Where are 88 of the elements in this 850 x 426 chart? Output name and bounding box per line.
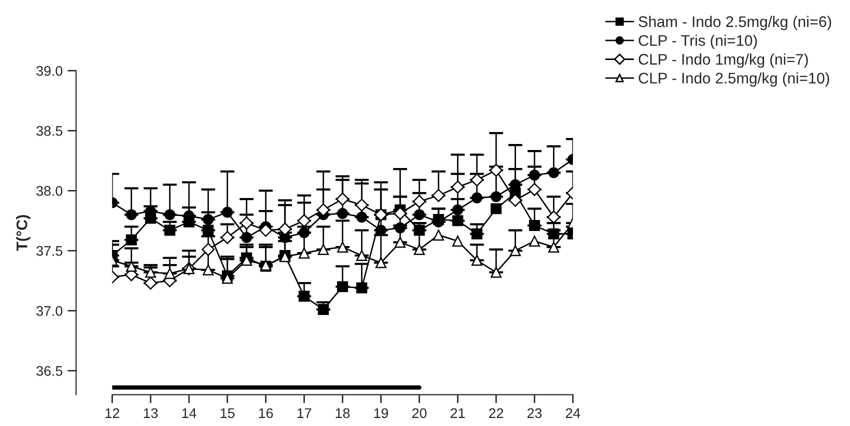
point: [298, 227, 310, 238]
y-tick-label: 38.0: [36, 186, 62, 196]
point: [164, 224, 176, 236]
point: [529, 170, 540, 181]
y-tick-label: 38.5: [36, 126, 62, 136]
y-axis-title: T(°C): [16, 215, 30, 251]
x-tick-label: 20: [412, 408, 427, 418]
point: [336, 192, 350, 206]
x-tick-label: 24: [566, 408, 580, 418]
x-tick-label: 16: [259, 408, 273, 418]
point: [529, 236, 540, 247]
point: [414, 244, 425, 255]
x-tick-label: 13: [144, 408, 158, 418]
point: [144, 276, 158, 290]
point: [318, 244, 329, 255]
point: [318, 304, 329, 315]
point: [126, 234, 137, 246]
point: [202, 214, 214, 225]
point: [240, 216, 254, 230]
point: [356, 212, 368, 223]
point: [164, 268, 176, 279]
y-tick-label: 36.5: [36, 366, 62, 376]
point: [222, 206, 233, 218]
point: [298, 214, 311, 228]
x-tick-label: 15: [220, 408, 235, 418]
legend-label: Sham - Indo 2.5mg/kg (ni=6): [638, 16, 832, 30]
point: [414, 209, 425, 220]
point: [220, 230, 234, 244]
point: [126, 209, 137, 220]
point: [548, 228, 560, 240]
x-tick-label: 19: [374, 408, 388, 418]
point: [202, 264, 214, 276]
point: [547, 210, 560, 224]
point: [451, 180, 464, 194]
point: [452, 215, 464, 226]
point: [528, 182, 542, 196]
point: [316, 203, 330, 216]
point: [394, 206, 407, 220]
point: [490, 164, 503, 177]
y-tick-label: 37.0: [36, 306, 62, 316]
point: [452, 204, 464, 216]
point: [471, 254, 482, 266]
point: [510, 245, 521, 256]
point: [356, 282, 368, 294]
point: [432, 188, 446, 202]
legend-label: CLP - Indo 1mg/kg (ni=7): [638, 54, 808, 68]
x-tick-label: 14: [182, 408, 196, 418]
x-tick-label: 21: [450, 408, 465, 418]
x-tick-label: 23: [527, 408, 542, 418]
point: [259, 224, 272, 237]
x-tick-label: 22: [489, 408, 504, 418]
point: [126, 260, 137, 272]
point: [490, 191, 502, 202]
point: [394, 222, 406, 234]
y-tick-label: 39.0: [36, 66, 62, 76]
point: [241, 232, 252, 243]
point: [529, 220, 540, 231]
point: [355, 198, 368, 212]
point: [394, 236, 406, 248]
point: [298, 248, 310, 259]
point: [375, 257, 386, 268]
point: [202, 242, 215, 256]
point: [548, 167, 560, 178]
point: [412, 194, 426, 208]
point: [548, 242, 560, 253]
point: [452, 236, 464, 247]
point: [337, 208, 348, 219]
point: [164, 209, 176, 220]
point: [202, 224, 214, 236]
x-tick-label: 12: [106, 408, 120, 418]
point: [375, 224, 386, 236]
point: [337, 242, 348, 253]
point: [471, 192, 482, 204]
point: [470, 173, 484, 186]
point: [433, 230, 444, 241]
point: [471, 228, 482, 240]
point: [278, 222, 292, 236]
point: [508, 194, 522, 207]
legend-label: CLP - Tris (ni=10): [638, 34, 757, 49]
point: [337, 281, 348, 292]
y-tick-label: 37.5: [36, 246, 62, 256]
point: [490, 203, 502, 214]
point: [298, 290, 310, 302]
legend-label: CLP - Indo 2.5mg/kg (ni=10): [638, 72, 830, 87]
x-tick-label: 17: [297, 408, 312, 418]
point: [490, 266, 502, 278]
point: [356, 250, 368, 261]
x-tick-label: 18: [336, 408, 350, 418]
